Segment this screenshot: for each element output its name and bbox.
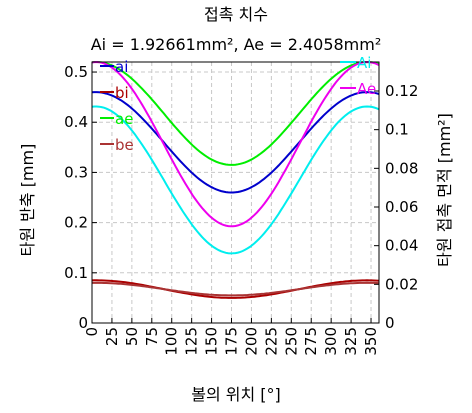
right-y-tick-label: 0.06 — [385, 198, 418, 216]
series-line-bi — [91, 279, 380, 299]
chart-title: 접촉 치수 — [204, 5, 268, 24]
plot-frame — [91, 61, 380, 324]
x-tick-label: 350 — [362, 327, 380, 356]
series-line-ae — [91, 60, 380, 166]
x-tick-label: 200 — [242, 327, 260, 356]
series-line-ai — [91, 91, 380, 194]
right-y-tick-label: 0.04 — [385, 237, 418, 255]
left-y-tick-label: 0.5 — [64, 63, 88, 81]
left-y-tick-label: 0.1 — [64, 264, 88, 282]
left-y-tick-label: 0 — [78, 314, 88, 332]
legend-label-ae: ae — [115, 110, 133, 128]
right-y-tick-label: 0.02 — [385, 275, 418, 293]
right-y-tick-label: 0 — [385, 314, 395, 332]
x-axis-ticks: 0 25 50 75 100 125 150 175 200 225 250 275 300 325 350 — [83, 318, 380, 356]
series-line-Ai — [91, 105, 380, 255]
x-tick-label: 150 — [203, 327, 221, 356]
x-tick-label: 100 — [163, 327, 181, 356]
legend-label-Ai: Ai — [357, 54, 371, 72]
x-tick-label: 125 — [183, 327, 201, 356]
left-y-axis-label: 타원 반축 [mm] — [18, 144, 37, 257]
x-tick-label: 275 — [302, 327, 320, 356]
series-line-Ae — [91, 60, 380, 228]
left-y-tick-label: 0.4 — [64, 113, 88, 131]
legend-label-bi: bi — [115, 84, 129, 102]
left-y-tick-label: 0.2 — [64, 214, 88, 232]
right-y-axis-ticks: 0 0.02 0.04 0.06 0.08 0.1 0.12 — [374, 82, 418, 332]
x-tick-label: 50 — [123, 327, 141, 346]
x-tick-label: 325 — [342, 327, 360, 356]
x-tick-label: 25 — [103, 327, 121, 346]
legend-label-Ae: Ae — [357, 80, 376, 98]
legend-label-ai: ai — [115, 58, 128, 76]
x-tick-label: 300 — [322, 327, 340, 356]
x-tick-label: 225 — [262, 327, 280, 356]
right-y-axis-label: 타원 접촉 면적 [mm²] — [435, 113, 454, 267]
chart-subtitle: Ai = 1.92661mm², Ae = 2.4058mm² — [91, 35, 382, 54]
right-y-tick-label: 0.1 — [385, 121, 409, 139]
x-axis-label: 볼의 위치 [°] — [191, 385, 281, 404]
series-line-be — [92, 281, 380, 297]
legend: ai bi ae be Ai Ae — [100, 54, 376, 154]
right-y-tick-label: 0.12 — [385, 82, 418, 100]
x-tick-label: 250 — [282, 327, 300, 356]
x-tick-label: 75 — [143, 327, 161, 346]
x-tick-label: 175 — [223, 327, 241, 356]
series-lines — [91, 60, 380, 299]
legend-label-be: be — [115, 136, 134, 154]
left-y-tick-label: 0.3 — [64, 163, 88, 181]
right-y-tick-label: 0.08 — [385, 159, 418, 177]
left-y-axis-ticks: 0 0.1 0.2 0.3 0.4 0.5 — [64, 63, 97, 332]
x-tick-label: 0 — [83, 327, 101, 337]
